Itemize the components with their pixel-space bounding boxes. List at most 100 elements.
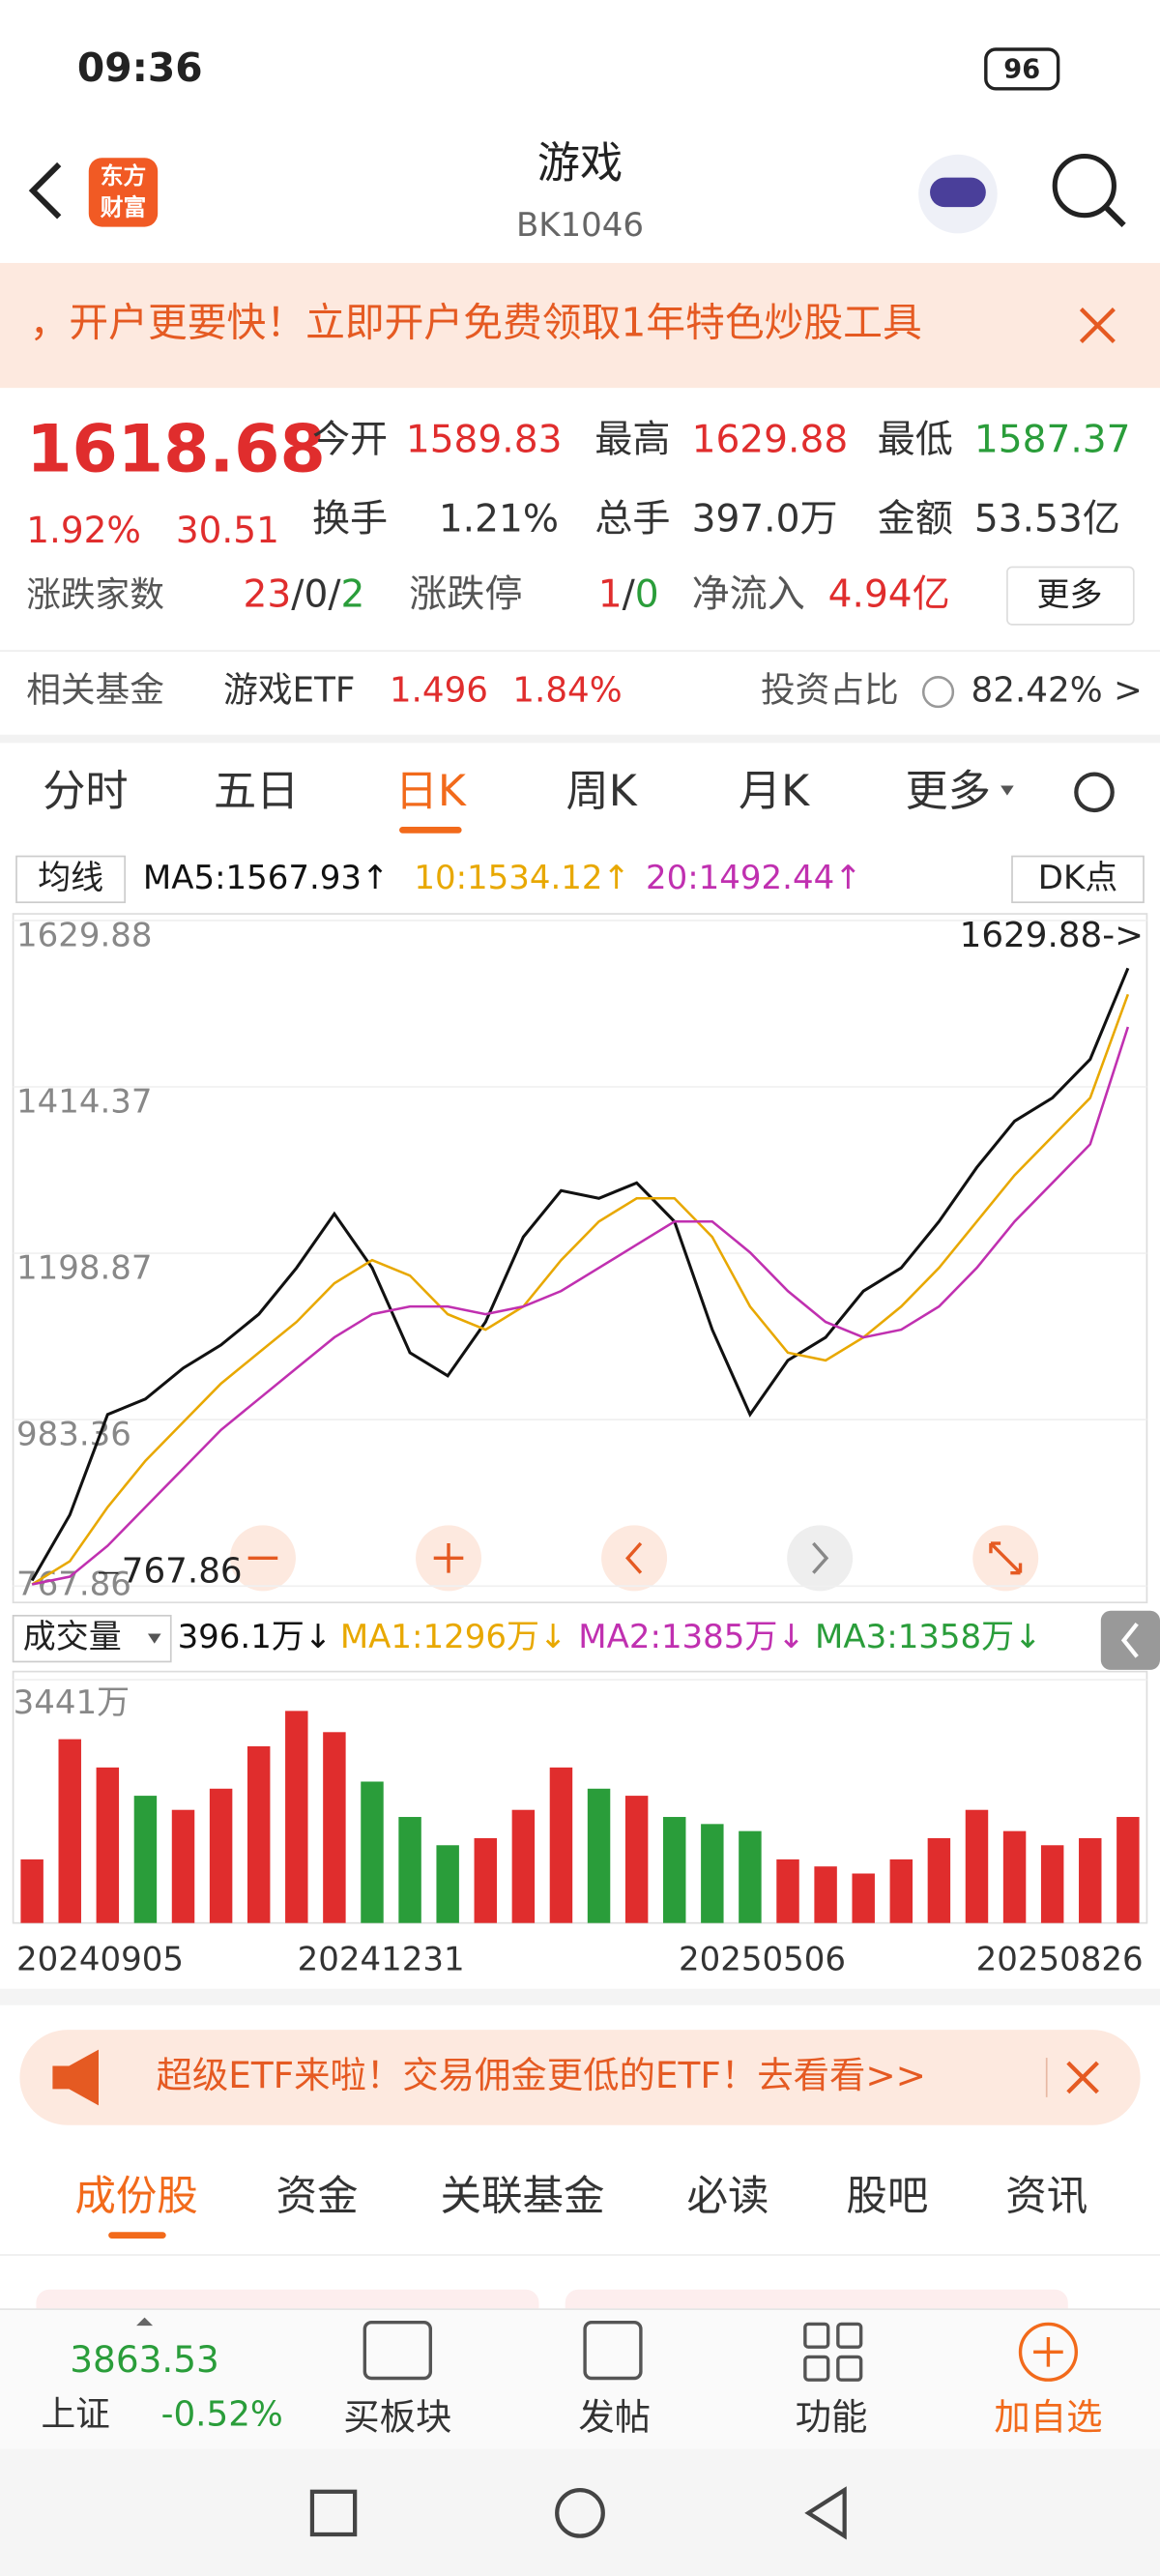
more-button-label[interactable]: 更多 bbox=[1037, 576, 1103, 615]
dk-label[interactable]: DK点 bbox=[1038, 859, 1117, 897]
y-tick-label: 3441万 bbox=[14, 1683, 130, 1722]
volume-bar bbox=[474, 1837, 497, 1923]
bottom-button[interactable]: 加自选 bbox=[994, 2396, 1102, 2439]
dk-button[interactable] bbox=[1011, 855, 1145, 904]
field-value: 53.53亿 bbox=[974, 497, 1120, 541]
index-name: 上证 bbox=[41, 2395, 109, 2435]
logo bbox=[88, 158, 159, 227]
nav-back[interactable] bbox=[804, 2486, 847, 2540]
dropdown-icon bbox=[1000, 785, 1014, 796]
banner2-text[interactable]: 超级ETF来啦！交易佣金更低的ETF！去看看>> bbox=[156, 2054, 926, 2096]
search-button[interactable] bbox=[1052, 153, 1116, 219]
tab[interactable]: 分时 bbox=[43, 767, 128, 816]
volume-legend[interactable]: 成交量 bbox=[23, 1618, 122, 1656]
tab[interactable]: 日K bbox=[395, 767, 467, 816]
bottom-button[interactable]: 发帖 bbox=[578, 2396, 651, 2439]
index-value[interactable]: 3863.53 bbox=[70, 2338, 219, 2381]
change-pct: 1.92% bbox=[26, 509, 141, 551]
collapse-button[interactable] bbox=[1100, 1610, 1160, 1670]
field-value: 1629.88 bbox=[692, 419, 849, 462]
volume-bar bbox=[739, 1830, 762, 1923]
volume-select[interactable] bbox=[12, 1614, 172, 1663]
field-label: 金额 bbox=[878, 497, 953, 541]
volume-bar bbox=[1040, 1845, 1064, 1923]
tab[interactable]: 周K bbox=[566, 767, 638, 816]
breadth-part: 0 bbox=[304, 573, 328, 617]
icon bbox=[583, 2321, 643, 2381]
close-banner2[interactable] bbox=[1066, 2061, 1099, 2094]
chart-controls bbox=[229, 1525, 1039, 1592]
close-banner[interactable] bbox=[1079, 307, 1116, 344]
volume-bar bbox=[133, 1796, 158, 1923]
fund-share[interactable]: 82.42% > bbox=[972, 671, 1143, 711]
nav-home[interactable] bbox=[555, 2487, 605, 2538]
volume-bar bbox=[285, 1711, 308, 1923]
last-price: 1618.68 bbox=[26, 412, 326, 488]
prev[interactable] bbox=[601, 1525, 668, 1592]
page-code: BK1046 bbox=[516, 206, 644, 245]
avatar-face bbox=[930, 177, 986, 208]
tab[interactable]: 股吧 bbox=[846, 2174, 928, 2221]
field-label: 最低 bbox=[878, 419, 953, 462]
search-handle bbox=[1103, 205, 1126, 227]
tab[interactable]: 成份股 bbox=[74, 2174, 197, 2221]
change: 30.51 bbox=[176, 509, 279, 551]
limit-part: / bbox=[623, 573, 636, 617]
settings-button[interactable] bbox=[1074, 772, 1115, 813]
volume-plot bbox=[12, 1670, 1148, 1924]
limit-part: 1 bbox=[598, 573, 623, 617]
dropdown-icon bbox=[147, 1633, 161, 1644]
back-button[interactable] bbox=[28, 161, 62, 220]
tab2-underline bbox=[108, 2232, 166, 2239]
tab[interactable]: 更多 bbox=[906, 767, 991, 816]
ma-line bbox=[31, 993, 1130, 1586]
ma-line bbox=[31, 1026, 1130, 1586]
tab[interactable]: 月K bbox=[739, 767, 810, 816]
breadth-part: / bbox=[291, 573, 304, 617]
ma-legend: 10:1534.12↑ bbox=[414, 859, 630, 897]
tab[interactable]: 资讯 bbox=[1005, 2174, 1088, 2221]
index-pct: -0.52% bbox=[161, 2395, 283, 2435]
tab[interactable]: 关联基金 bbox=[441, 2174, 605, 2221]
help-icon[interactable] bbox=[921, 676, 955, 709]
tab[interactable]: 五日 bbox=[214, 767, 299, 816]
up-caret bbox=[136, 2317, 154, 2327]
ma-line bbox=[30, 967, 1130, 1582]
max-label: 1629.88-> bbox=[960, 916, 1144, 955]
logo-text: 东方 bbox=[101, 162, 147, 190]
collapse-icon bbox=[1120, 1623, 1139, 1658]
tab[interactable]: 资金 bbox=[276, 2174, 359, 2221]
volume-legend: 396.1万↓ bbox=[178, 1618, 333, 1656]
nav-recent[interactable] bbox=[309, 2489, 358, 2537]
volume-bar bbox=[927, 1837, 951, 1923]
volume-bar bbox=[889, 1859, 914, 1923]
next[interactable] bbox=[787, 1525, 854, 1592]
ma-legend[interactable]: 均线 bbox=[38, 859, 103, 897]
inflow-value: 4.94亿 bbox=[828, 573, 950, 617]
separator bbox=[0, 734, 1160, 744]
more-button[interactable] bbox=[1006, 566, 1135, 626]
volume-bar bbox=[511, 1809, 536, 1923]
banner-text[interactable]: ，开户更要快！立即开户免费领取1年特色炒股工具 bbox=[30, 300, 922, 346]
ma-legend: 20:1492.44↑ bbox=[646, 859, 862, 897]
logo-text: 财富 bbox=[101, 193, 147, 220]
bottom-bar bbox=[0, 2309, 1160, 2449]
ma-select[interactable] bbox=[15, 855, 127, 904]
volume-bar bbox=[1079, 1837, 1102, 1923]
icon bbox=[989, 1541, 1023, 1575]
bottom-button[interactable]: 功能 bbox=[796, 2396, 868, 2439]
y-tick-label: 1414.37 bbox=[16, 1082, 153, 1121]
volume-bar bbox=[587, 1788, 611, 1923]
price-plot bbox=[12, 913, 1148, 1604]
tab[interactable]: 必读 bbox=[686, 2174, 768, 2221]
breadth-part: 23 bbox=[244, 573, 292, 617]
fund-name[interactable]: 游戏ETF bbox=[223, 671, 355, 711]
date-label: 20240905 bbox=[16, 1940, 184, 1978]
bottom-button[interactable]: 买板块 bbox=[343, 2396, 451, 2439]
icon bbox=[625, 1541, 643, 1574]
y-tick-label: 1629.88 bbox=[16, 916, 153, 954]
icon bbox=[1033, 2337, 1063, 2367]
icon bbox=[433, 1543, 464, 1573]
page-title: 游戏 bbox=[537, 139, 623, 189]
